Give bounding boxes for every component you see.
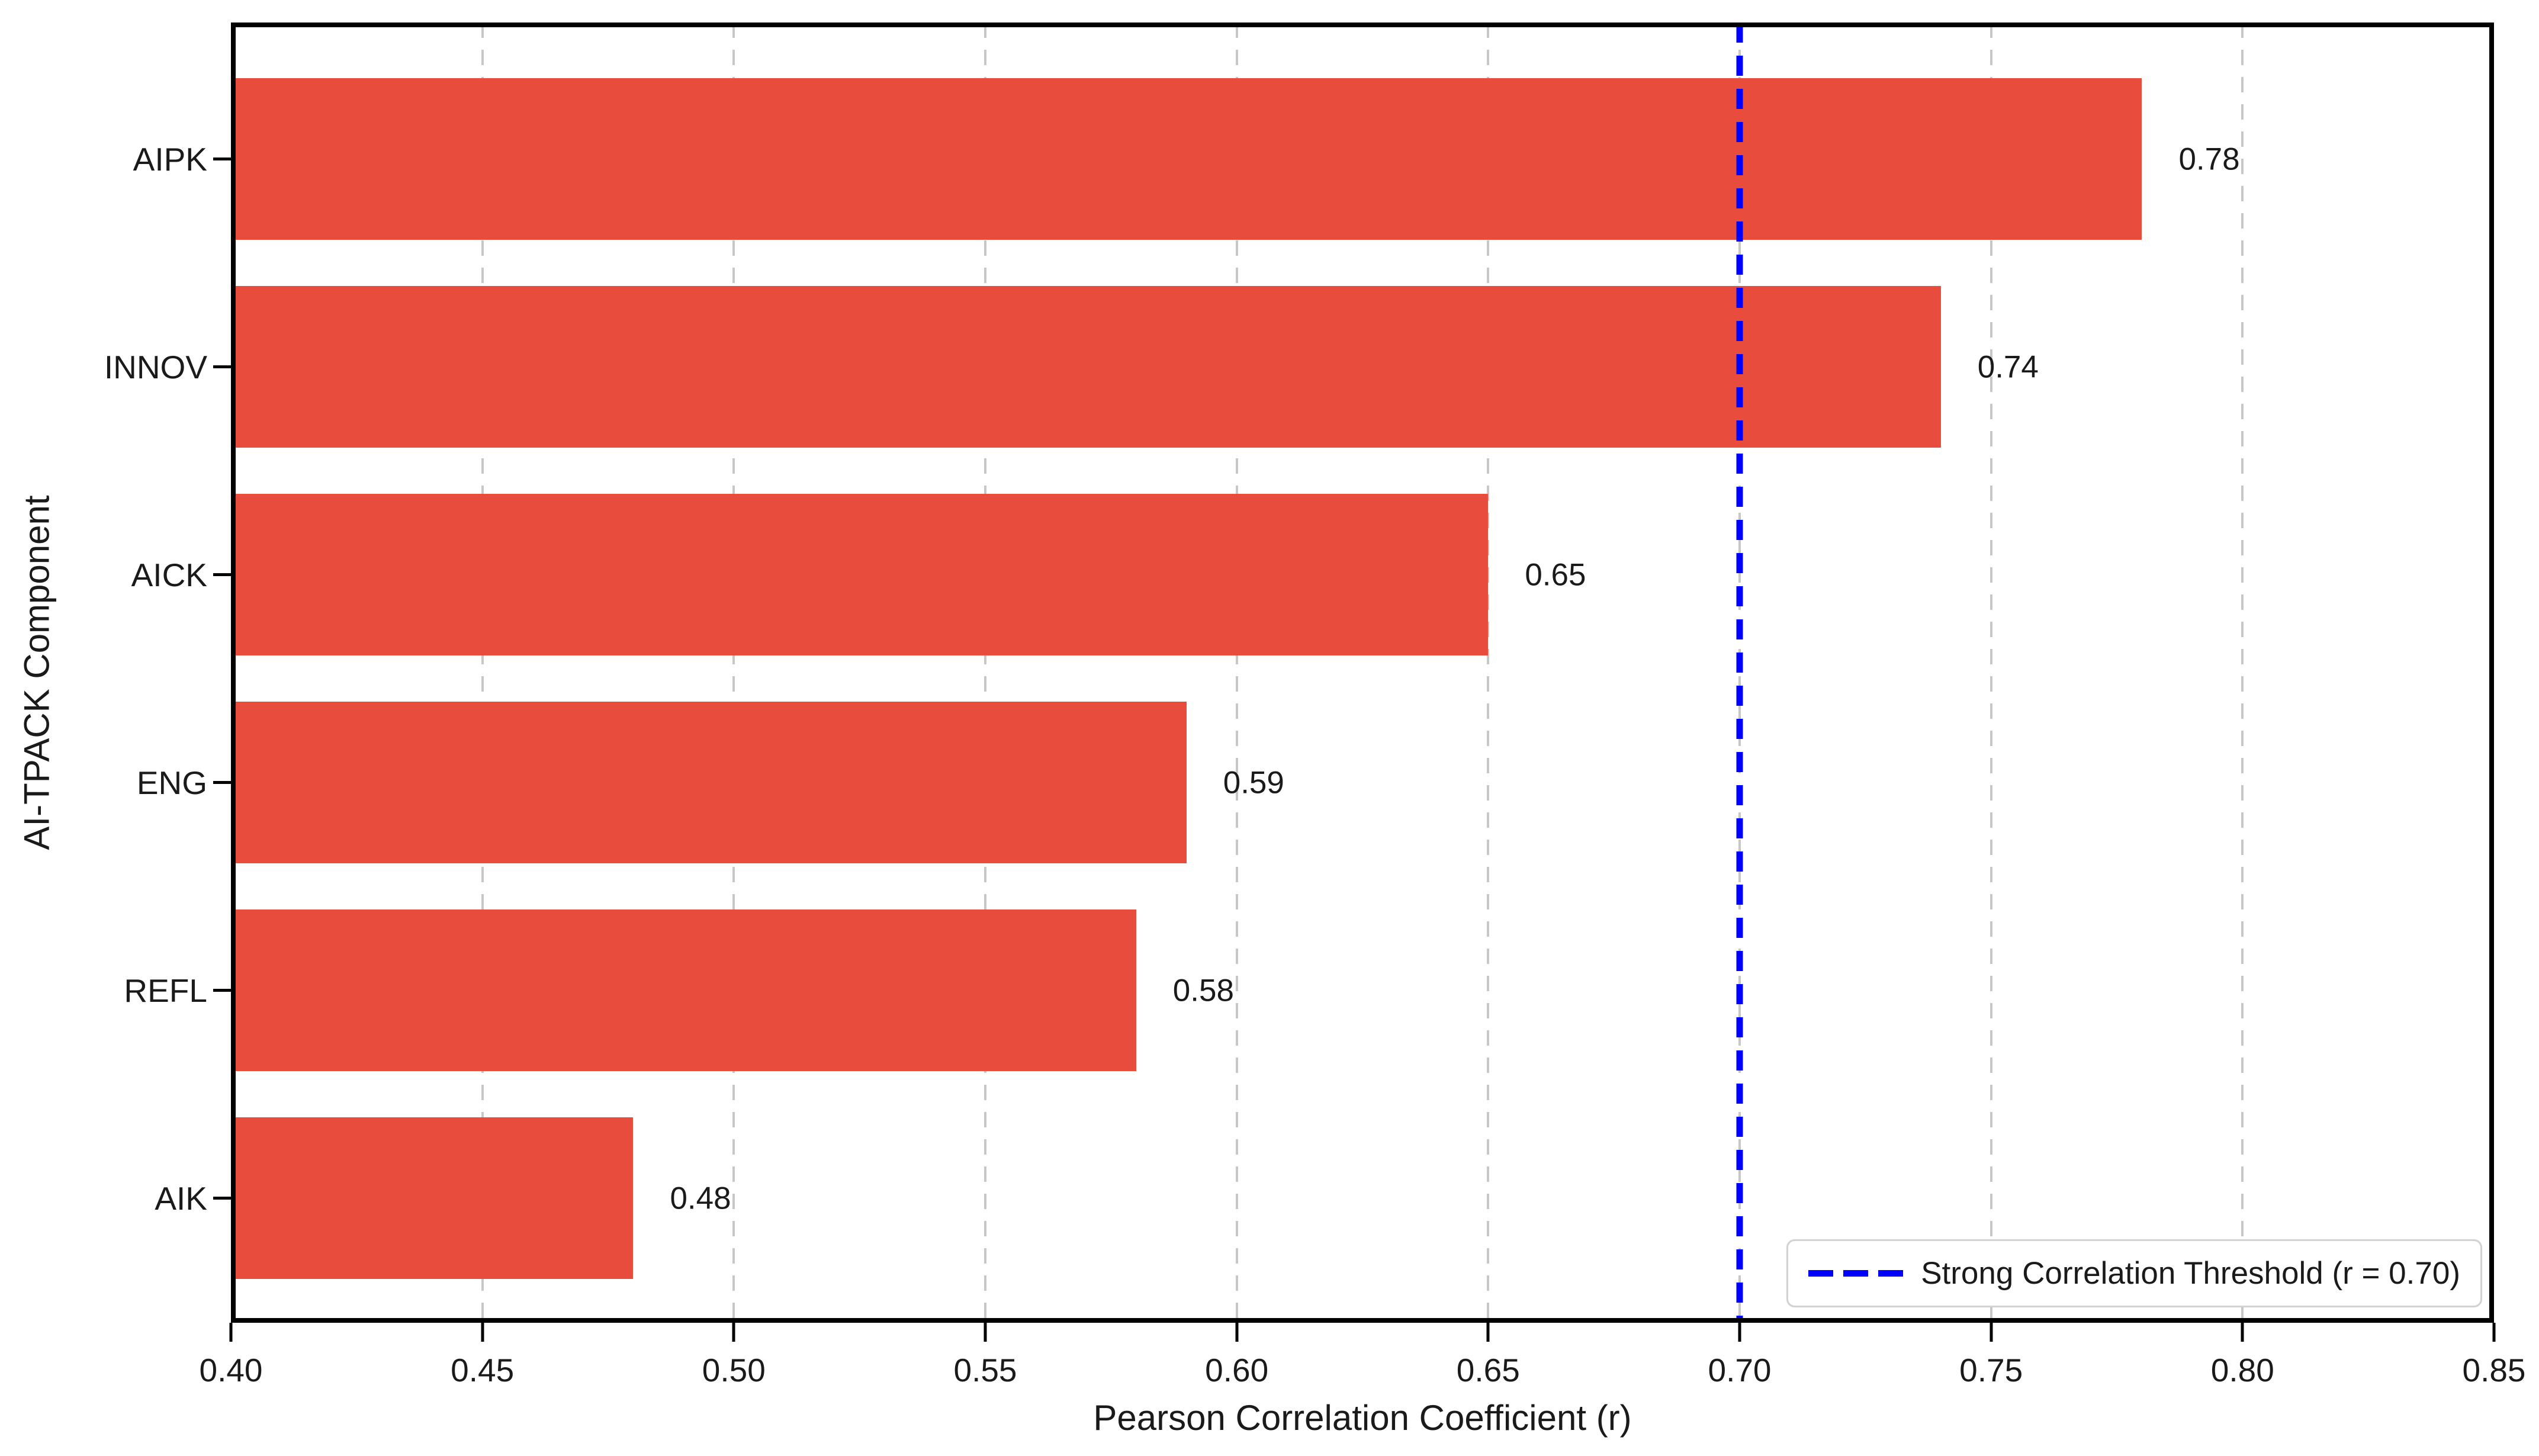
x-tick-label-0.60: 0.60 xyxy=(1205,1352,1269,1388)
legend-dashed-line-sample xyxy=(1808,1270,1904,1277)
bar-aipk xyxy=(231,78,2142,240)
x-tickmark xyxy=(229,1323,233,1342)
bar-row-refl: 0.58 xyxy=(231,886,2494,1094)
gridline-0.80 xyxy=(2241,23,2244,1323)
gridline-0.60 xyxy=(1235,23,1238,1323)
y-tick-label-refl: REFL xyxy=(124,972,207,1009)
legend-label: Strong Correlation Threshold (r = 0.70) xyxy=(1921,1256,2460,1291)
bar-value-label: 0.65 xyxy=(1525,557,1586,592)
x-tickmark xyxy=(984,1323,987,1342)
gridline-0.75 xyxy=(1990,23,1992,1323)
y-tickmark xyxy=(213,365,231,368)
plot-area: 0.78 0.74 0.65 0.59 0.58 0.48 Strong Correlat… xyxy=(231,23,2494,1323)
x-tickmark xyxy=(1990,1323,1993,1342)
legend: Strong Correlation Threshold (r = 0.70) xyxy=(1786,1239,2482,1307)
x-tick-label-0.75: 0.75 xyxy=(1959,1352,2023,1388)
x-tick-label-0.65: 0.65 xyxy=(1456,1352,1520,1388)
y-tickmark xyxy=(213,989,231,992)
bar-value-label: 0.58 xyxy=(1172,973,1234,1008)
bar-value-label: 0.48 xyxy=(670,1181,731,1216)
x-tick-label-0.50: 0.50 xyxy=(702,1352,766,1388)
x-tickmark xyxy=(2492,1323,2496,1342)
bar-value-label: 0.78 xyxy=(2178,142,2240,176)
bar-row-aik: 0.48 xyxy=(231,1094,2494,1302)
bar-row-aick: 0.65 xyxy=(231,471,2494,679)
y-tick-label-eng: ENG xyxy=(136,764,207,801)
bar-rows: 0.78 0.74 0.65 0.59 0.58 0.48 xyxy=(231,55,2494,1302)
bar-eng xyxy=(231,701,1187,864)
y-tick-label-aik: AIK xyxy=(155,1179,207,1217)
y-tick-label-innov: INNOV xyxy=(104,348,207,385)
bar-innov xyxy=(231,285,1941,448)
x-tick-label-0.55: 0.55 xyxy=(953,1352,1017,1388)
bar-aik xyxy=(231,1117,634,1280)
x-tickmark xyxy=(1486,1323,1490,1342)
x-axis-title: Pearson Correlation Coefficient (r) xyxy=(1093,1398,1632,1438)
threshold-line xyxy=(1736,23,1743,1323)
gridline-0.50 xyxy=(732,23,735,1323)
x-tick-label-0.85: 0.85 xyxy=(2462,1352,2526,1388)
bar-value-label: 0.59 xyxy=(1223,765,1284,800)
bar-value-label: 0.74 xyxy=(1977,349,2039,384)
x-tick-label-0.40: 0.40 xyxy=(199,1352,263,1388)
gridline-0.45 xyxy=(481,23,484,1323)
bar-row-innov: 0.74 xyxy=(231,263,2494,471)
bar-row-aipk: 0.78 xyxy=(231,55,2494,263)
gridline-0.65 xyxy=(1487,23,1490,1323)
x-tick-label-0.80: 0.80 xyxy=(2210,1352,2274,1388)
y-tick-label-aick: AICK xyxy=(131,556,207,593)
x-tickmark xyxy=(1738,1323,1741,1342)
x-tickmark xyxy=(732,1323,735,1342)
y-tickmark xyxy=(213,573,231,576)
y-tickmark xyxy=(213,158,231,160)
bar-row-eng: 0.59 xyxy=(231,679,2494,886)
y-tickmark xyxy=(213,781,231,784)
x-tick-label-0.70: 0.70 xyxy=(1708,1352,1772,1388)
y-tickmark xyxy=(213,1197,231,1200)
x-tickmark xyxy=(1235,1323,1239,1342)
bar-aick xyxy=(231,493,1489,656)
gridline-0.55 xyxy=(984,23,986,1323)
x-tickmark xyxy=(2241,1323,2244,1342)
x-tickmark xyxy=(481,1323,484,1342)
bar-refl xyxy=(231,909,1136,1072)
x-tick-label-0.45: 0.45 xyxy=(451,1352,515,1388)
y-tick-label-aipk: AIPK xyxy=(133,140,207,178)
